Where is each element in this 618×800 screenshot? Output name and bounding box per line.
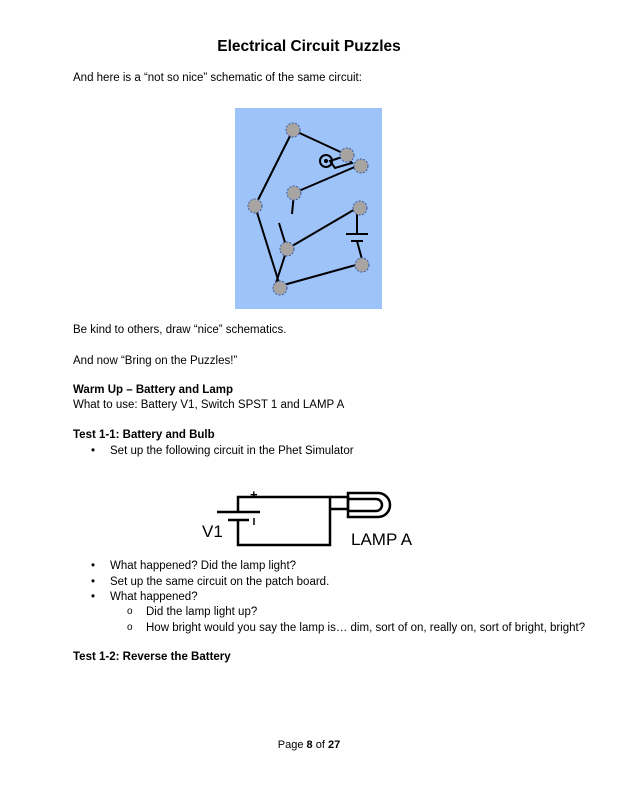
test11-heading: Test 1-1: Battery and Bulb [73,429,215,441]
plus-sign: + [250,487,258,502]
intro-text: And here is a “not so nice” schematic of… [73,72,362,84]
node [339,147,355,163]
node [247,198,263,214]
node [352,200,368,216]
test12-heading: Test 1-2: Reverse the Battery [73,651,231,663]
node [286,185,302,201]
lamp-filament [348,497,384,513]
lamp-symbol [319,154,333,168]
circuit-wires [217,491,392,547]
page-title: Electrical Circuit Puzzles [217,38,401,55]
node [279,241,295,257]
kind-text: Be kind to others, draw “nice” schematic… [73,324,287,336]
warmup-heading: Warm Up – Battery and Lamp [73,384,233,396]
lamp-bulb [346,491,392,519]
node [272,280,288,296]
node [353,158,369,174]
list-item: • Set up the following circuit in the Ph… [91,445,354,457]
warmup-materials: What to use: Battery V1, Switch SPST 1 a… [73,399,345,411]
messy-schematic [235,108,382,309]
list-item: • Set up the same circuit on the patch b… [91,576,330,588]
page-footer: Page 8 of 27 [277,739,341,751]
v1-label: V1 [202,522,223,541]
list-item: • What happened? Did the lamp light? [91,560,297,572]
lamp-label: LAMP A [351,530,413,549]
list-item: • What happened? [91,591,198,603]
node [285,122,301,138]
page-total: 27 [327,739,341,751]
battery-lamp-circuit: + V1 LAMP A [202,487,413,549]
node [354,257,370,273]
page-number: 8 [306,739,313,751]
sub-list-item: o Did the lamp light up? [127,606,258,618]
bring-text: And now “Bring on the Puzzles!” [73,355,238,367]
sub-list-item: o How bright would you say the lamp is… … [127,622,586,634]
schematic-nodes [247,122,370,296]
